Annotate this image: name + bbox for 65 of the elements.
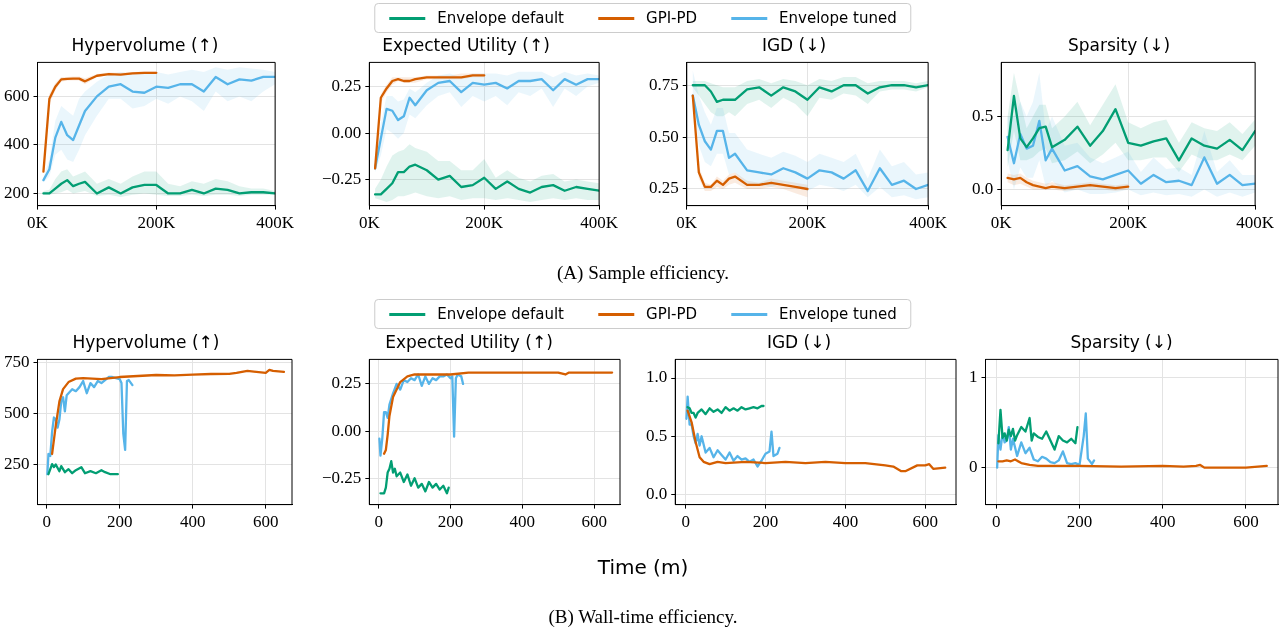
y-tick-label: 0.50 <box>649 126 679 146</box>
chart-title: Expected Utility (↑) <box>382 34 550 55</box>
chart-title: IGD (↓) <box>761 34 827 55</box>
y-tick-label: 0.00 <box>331 420 362 440</box>
x-tick-label: 400 <box>179 512 206 532</box>
text: (B) Wall-time efficiency. <box>548 606 738 628</box>
x-tick-label: 200K <box>1109 213 1148 233</box>
x-tick-label: 600 <box>1233 512 1259 532</box>
x-tick-label: 0 <box>374 512 383 532</box>
x-tick-label: 600 <box>912 512 938 532</box>
legend-label: GPI-PD <box>646 9 698 27</box>
y-tick-label: 1 <box>969 366 978 386</box>
x-tick-label: 200K <box>788 213 828 233</box>
y-tick-label: 0.0 <box>646 483 668 503</box>
x-tick-label: 0K <box>990 213 1013 233</box>
x-tick-label: 200 <box>1066 512 1093 532</box>
x-tick-label: 200 <box>437 512 464 532</box>
chart-title: Sparsity (↓) <box>1067 34 1171 55</box>
x-tick-label: 0K <box>358 213 381 233</box>
x-tick-label: 600 <box>252 512 279 532</box>
x-tick-label: 400 <box>509 512 536 532</box>
x-tick-label: 0 <box>42 512 51 532</box>
y-tick-label: 1.0 <box>646 367 668 387</box>
x-tick-label: 400K <box>909 213 948 233</box>
x-tick-label: 0K <box>676 213 698 233</box>
y-tick-label: 0.25 <box>331 373 362 393</box>
legend-label: Envelope tuned <box>779 305 897 323</box>
y-tick-label: 200 <box>4 182 30 202</box>
x-tick-label: 600 <box>581 512 607 532</box>
text: (A) Sample efficiency. <box>557 262 729 284</box>
chart-title: Expected Utility (↑) <box>385 331 553 352</box>
chart-title: IGD (↓) <box>766 331 832 352</box>
x-tick-label: 200 <box>752 512 779 532</box>
y-tick-label: 0.25 <box>331 76 362 96</box>
y-tick-label: 0.0 <box>972 179 994 198</box>
y-tick-label: 400 <box>4 134 30 154</box>
y-tick-label: 600 <box>4 85 30 105</box>
x-tick-label: 200 <box>106 512 133 532</box>
y-tick-label: −0.25 <box>321 467 362 487</box>
legend-label: Envelope default <box>437 305 565 323</box>
x-tick-label: 400 <box>1150 512 1176 532</box>
legend-label: Envelope default <box>437 9 565 27</box>
y-tick-label: 0.25 <box>649 178 679 198</box>
y-tick-label: 0 <box>969 457 978 477</box>
legend-label: GPI-PD <box>646 305 698 323</box>
legend-label: Envelope tuned <box>779 9 897 27</box>
chart-title: Hypervolume (↑) <box>71 34 219 55</box>
x-axis-title: Time (m) <box>597 555 689 579</box>
x-tick-label: 200K <box>137 213 176 233</box>
y-tick-label: 0.5 <box>972 105 994 125</box>
y-tick-label: 500 <box>4 402 30 422</box>
x-tick-label: 200K <box>465 213 504 233</box>
y-tick-label: 750 <box>4 352 30 372</box>
chart-title: Sparsity (↓) <box>1070 331 1173 352</box>
x-tick-label: 400K <box>1236 213 1275 233</box>
x-tick-label: 400K <box>580 213 619 233</box>
y-tick-label: −0.25 <box>321 169 362 189</box>
y-tick-label: 250 <box>4 453 30 473</box>
x-tick-label: 400 <box>832 512 859 532</box>
x-tick-label: 400K <box>256 213 295 233</box>
y-tick-label: 0.75 <box>649 74 679 94</box>
x-tick-label: 0K <box>27 213 49 233</box>
chart-title: Hypervolume (↑) <box>72 331 220 352</box>
y-tick-label: 0.5 <box>646 425 668 445</box>
y-tick-label: 0.00 <box>331 122 362 142</box>
